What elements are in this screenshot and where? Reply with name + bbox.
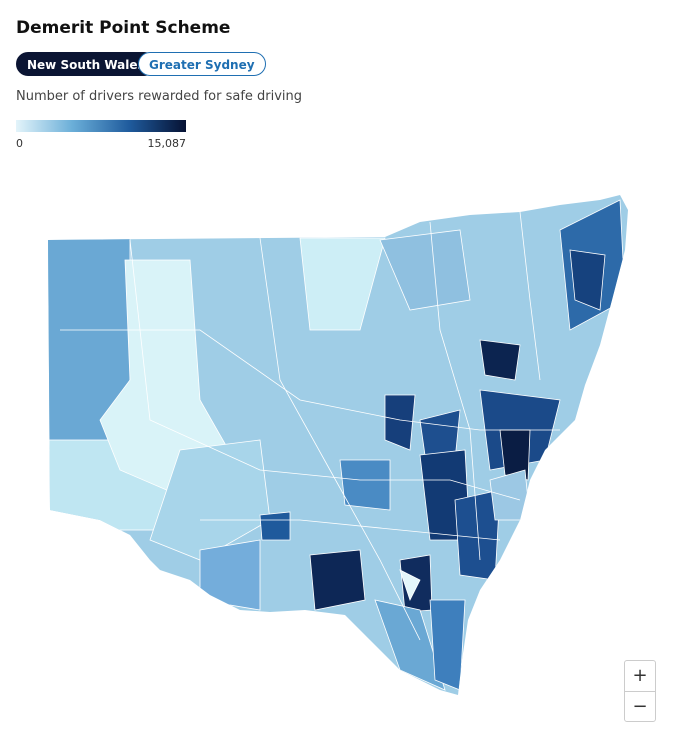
title: Demerit Point Scheme [16, 18, 231, 38]
legend-max: 15,087 [147, 137, 187, 150]
zoom-in[interactable]: + [632, 665, 648, 686]
legend-gradient [16, 120, 186, 132]
tab-sydney[interactable]: Greater Sydney [138, 52, 266, 76]
zoom-control: + − [624, 660, 656, 722]
legend-min: 0 [16, 137, 23, 150]
regions [48, 195, 628, 695]
legend-title: Number of drivers rewarded for safe driv… [16, 89, 303, 104]
zoom-out[interactable]: − [625, 691, 655, 722]
